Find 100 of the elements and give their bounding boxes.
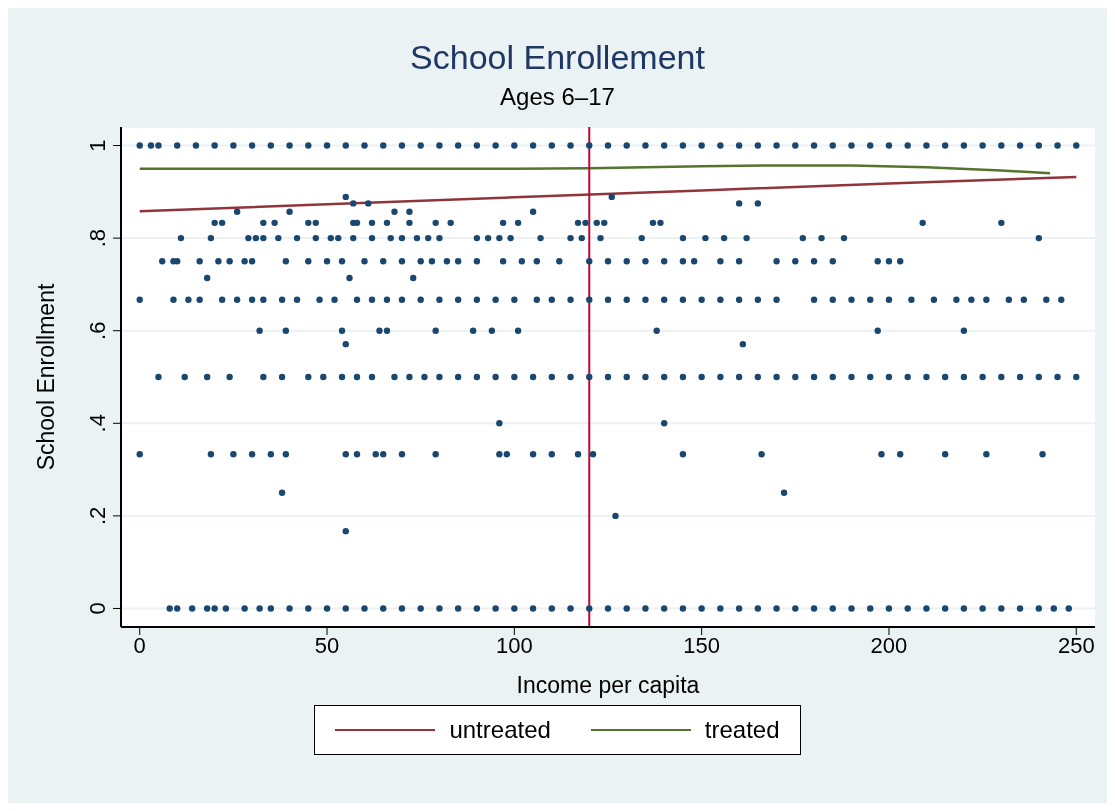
point — [323, 605, 331, 612]
point — [305, 258, 312, 265]
point — [342, 340, 349, 348]
point — [717, 373, 724, 381]
point — [679, 296, 687, 303]
point — [679, 451, 687, 458]
point — [417, 296, 424, 303]
point — [492, 605, 499, 612]
point — [608, 193, 615, 201]
point — [406, 373, 413, 381]
point — [698, 142, 705, 149]
point — [338, 373, 346, 381]
point — [136, 142, 143, 149]
point — [203, 373, 211, 381]
point — [810, 258, 818, 265]
point — [960, 142, 968, 149]
point — [586, 605, 593, 612]
chart-subtitle: Ages 6–17 — [499, 82, 616, 111]
point — [207, 451, 215, 458]
point — [799, 234, 806, 242]
point — [1035, 234, 1043, 242]
point — [548, 451, 556, 458]
point — [567, 142, 574, 149]
point — [248, 451, 256, 458]
point — [792, 373, 799, 381]
chart-title: School Enrollement — [409, 37, 706, 77]
point — [473, 142, 481, 149]
point — [604, 258, 612, 265]
point — [923, 373, 930, 381]
point — [215, 258, 222, 265]
point — [623, 605, 630, 612]
point — [758, 451, 765, 458]
point — [218, 219, 226, 227]
point — [885, 296, 893, 303]
legend-label: untreated — [449, 716, 551, 744]
point — [908, 296, 915, 303]
point — [998, 142, 1005, 149]
point — [282, 258, 290, 265]
point — [342, 605, 349, 612]
point — [260, 234, 267, 242]
point — [305, 219, 312, 227]
point — [529, 373, 537, 381]
point — [754, 373, 762, 381]
y-tick-label: .6 — [85, 321, 110, 340]
point — [968, 296, 975, 303]
point — [998, 373, 1005, 381]
point — [582, 219, 589, 227]
point — [496, 234, 503, 242]
point — [717, 605, 724, 612]
point — [754, 142, 762, 149]
point — [773, 605, 780, 612]
point — [267, 605, 275, 612]
point — [601, 219, 608, 227]
point — [867, 296, 874, 303]
point — [454, 296, 462, 303]
point — [316, 296, 323, 303]
point — [380, 605, 387, 612]
point — [848, 296, 855, 303]
y-tick-label: 0 — [85, 602, 110, 615]
point — [878, 451, 885, 458]
point — [454, 373, 462, 381]
point — [720, 234, 728, 242]
point — [241, 258, 248, 265]
point — [548, 373, 556, 381]
point — [260, 296, 267, 303]
point — [604, 605, 612, 612]
point — [874, 258, 881, 265]
point — [410, 274, 417, 282]
point — [173, 142, 181, 149]
point — [421, 373, 428, 381]
point — [155, 142, 162, 149]
point — [1050, 605, 1057, 612]
point — [930, 296, 938, 303]
point — [492, 296, 499, 303]
point — [735, 200, 743, 207]
point — [233, 296, 241, 303]
point — [185, 296, 192, 303]
point — [398, 605, 406, 612]
point — [383, 327, 391, 334]
point — [874, 327, 881, 334]
point — [353, 296, 361, 303]
point — [511, 373, 518, 381]
point — [380, 142, 387, 149]
point — [904, 373, 911, 381]
point — [780, 489, 788, 496]
y-axis-title: School Enrollment — [33, 283, 60, 471]
point — [338, 327, 346, 334]
point — [660, 296, 668, 303]
point — [529, 142, 537, 149]
point — [533, 296, 541, 303]
point — [941, 605, 949, 612]
point — [1065, 605, 1072, 612]
point — [979, 605, 986, 612]
point — [897, 451, 904, 458]
point — [829, 605, 836, 612]
point — [919, 219, 926, 227]
point — [548, 296, 556, 303]
point — [735, 605, 743, 612]
x-tick-label: 50 — [314, 632, 340, 658]
point — [432, 451, 439, 458]
